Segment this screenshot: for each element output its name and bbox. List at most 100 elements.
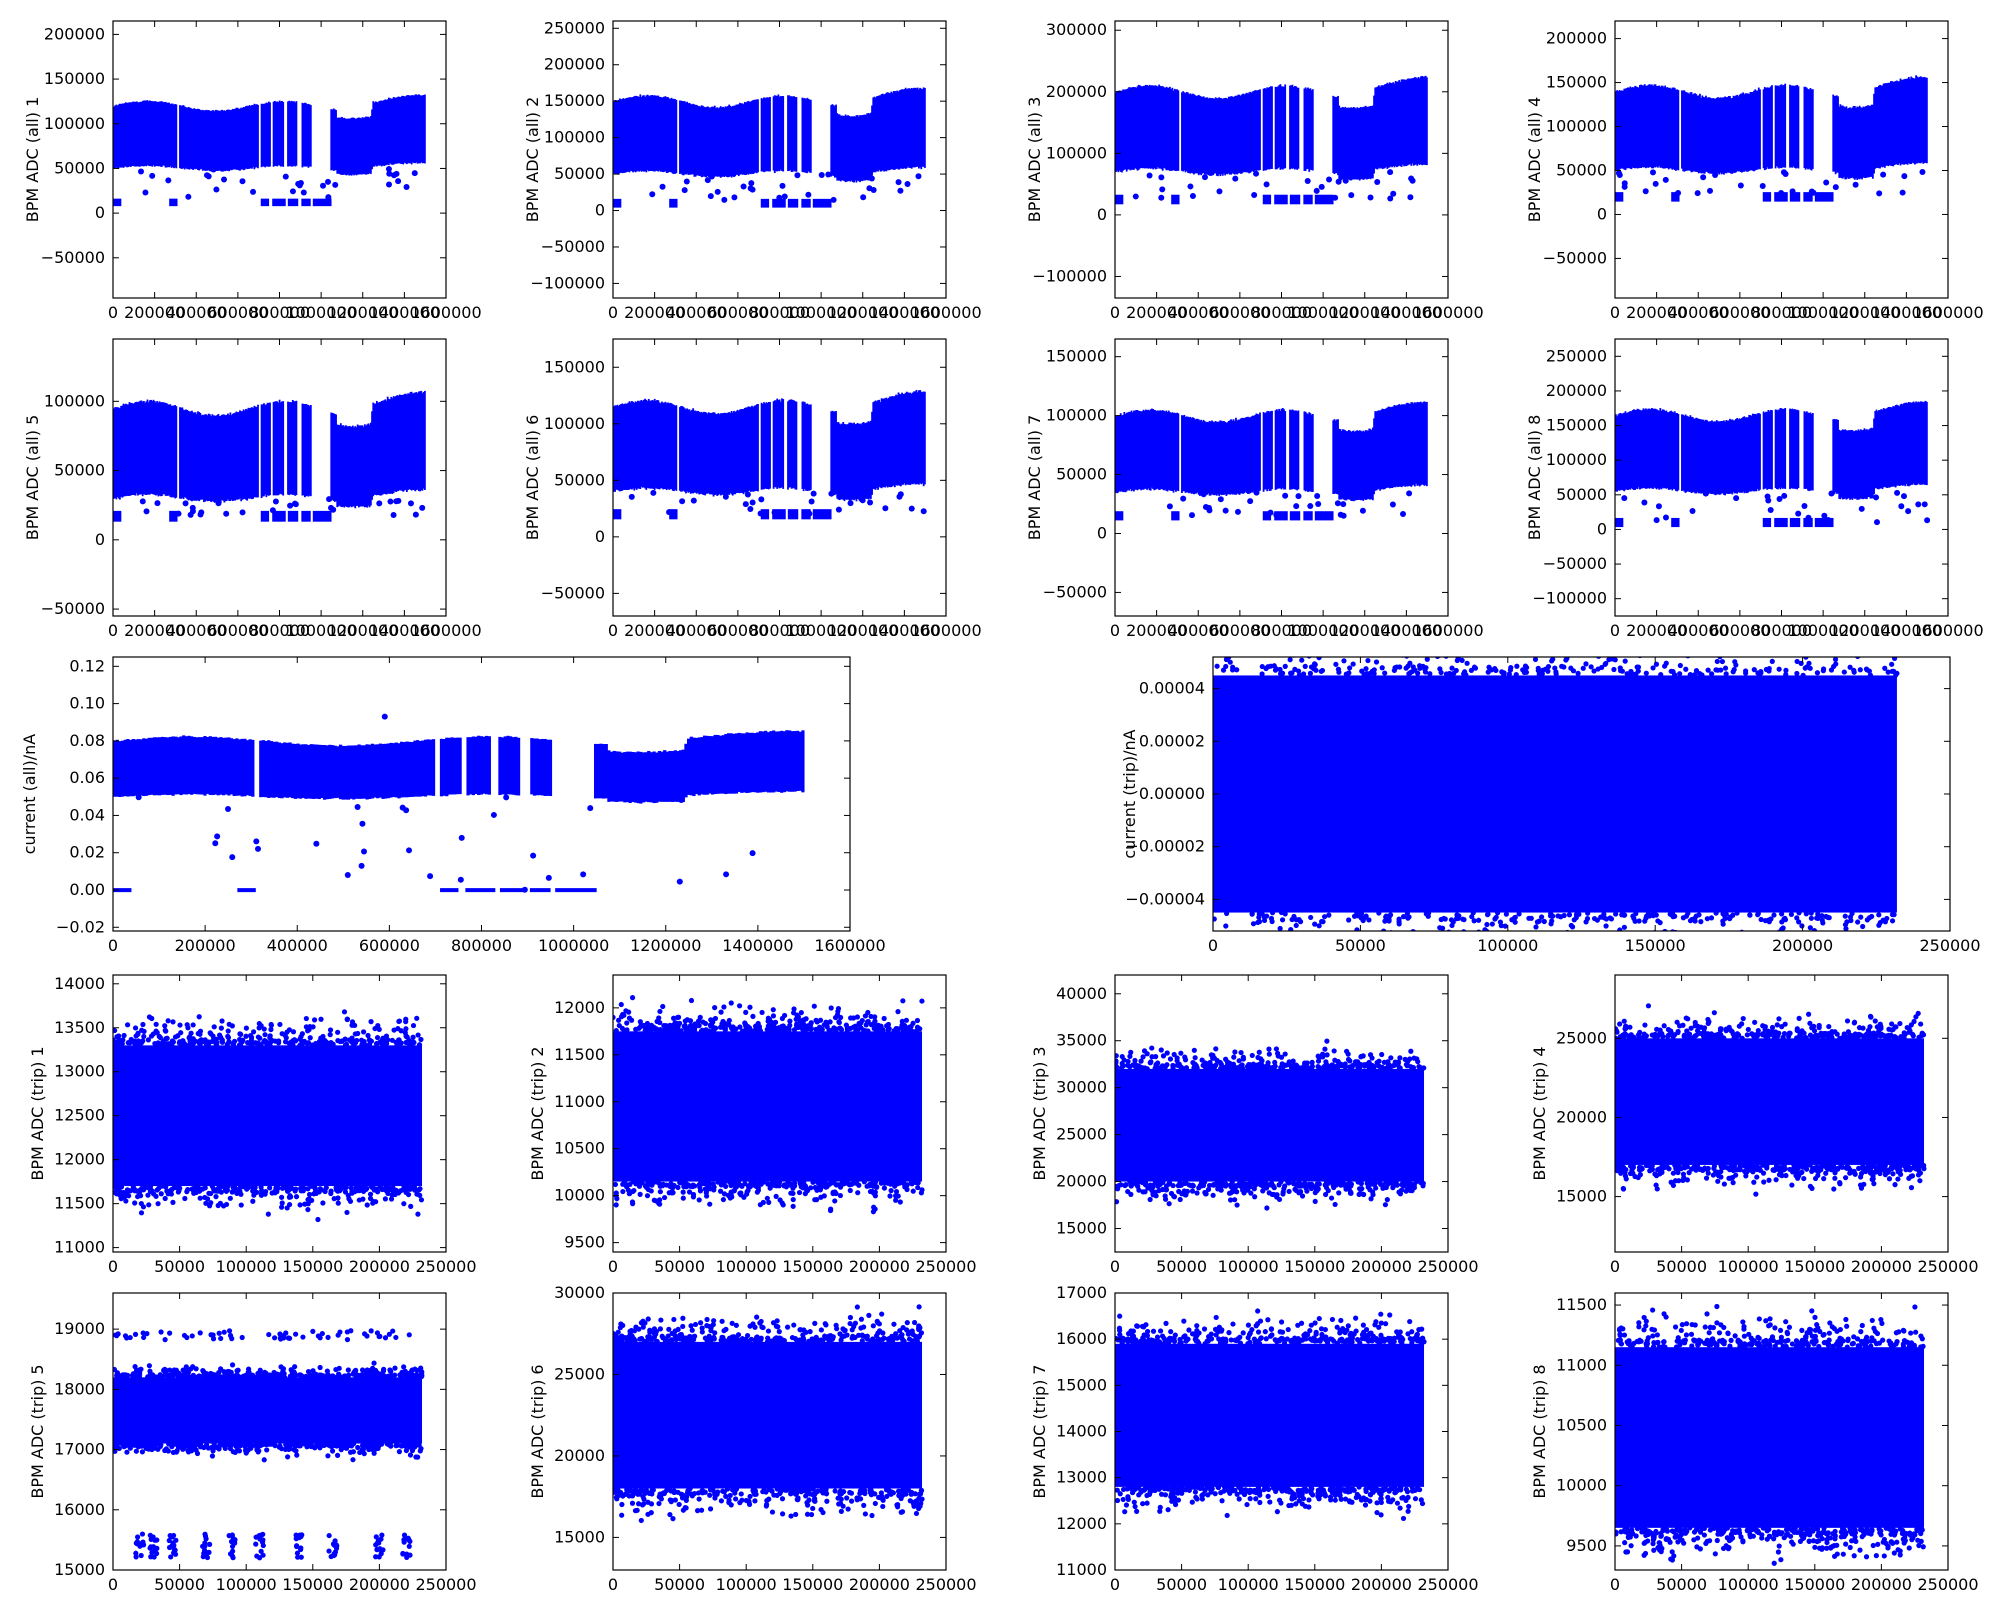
chart-panel-adc_trip_2: 0 50000 100000 150000 200000 2500009500100001…: [528, 974, 977, 1276]
point-band: [1639, 409, 1641, 490]
point: [197, 1195, 203, 1201]
point-band: [1119, 413, 1122, 492]
point-band: [1700, 97, 1703, 174]
point: [215, 500, 222, 507]
point: [184, 1189, 190, 1195]
point: [1533, 924, 1539, 930]
point: [1234, 508, 1241, 515]
point-dropout: [272, 510, 286, 522]
point: [316, 1038, 323, 1045]
y-tick-label: 250000: [1546, 346, 1607, 365]
point: [624, 1020, 630, 1026]
point: [1670, 929, 1676, 931]
point-band: [628, 97, 631, 173]
point-band: [1857, 429, 1860, 500]
point-band: [1128, 411, 1131, 491]
point-band: [403, 394, 406, 491]
point-band: [188, 107, 191, 170]
point-band: [1725, 97, 1728, 174]
point: [113, 1027, 118, 1034]
point-band: [1911, 77, 1914, 163]
point: [1782, 171, 1789, 178]
x-tick-label: 800000: [249, 621, 310, 640]
point-band: [1917, 401, 1920, 484]
x-tick-label: 1200000: [827, 621, 898, 640]
point-band: [679, 750, 683, 802]
point-band: [343, 117, 346, 175]
point-band: [317, 744, 321, 800]
point: [1693, 934, 1698, 939]
point: [342, 1189, 349, 1195]
point: [1776, 644, 1781, 649]
point-band: [1775, 409, 1778, 490]
point-band: [1393, 83, 1396, 168]
point-band: [1790, 409, 1793, 489]
point-band: [1136, 410, 1139, 491]
point-band: [174, 104, 177, 168]
point-band: [1891, 407, 1893, 487]
point-band: [1424, 402, 1427, 485]
point-band: [1683, 415, 1686, 492]
point-band: [1398, 404, 1401, 487]
point-band: [1739, 93, 1742, 173]
point-band: [190, 736, 194, 795]
point: [1539, 914, 1545, 920]
point-band: [211, 110, 214, 172]
point-band: [1355, 430, 1357, 501]
point: [1642, 649, 1647, 654]
point-band: [665, 751, 670, 802]
point-band: [1382, 85, 1385, 169]
point: [1318, 183, 1325, 190]
point-band: [1160, 410, 1163, 489]
point-band: [1665, 410, 1668, 489]
point-band: [1358, 107, 1361, 181]
point-band: [125, 403, 127, 497]
point-band: [191, 108, 193, 170]
point-dropout: [613, 509, 622, 520]
point-band: [205, 109, 208, 171]
point: [182, 1195, 188, 1202]
point: [629, 994, 636, 1001]
point-band: [306, 104, 309, 167]
point-band: [131, 102, 133, 167]
point: [178, 1030, 184, 1036]
point: [1316, 657, 1322, 661]
point: [1273, 666, 1279, 672]
point: [908, 1179, 915, 1185]
point: [344, 871, 351, 878]
chart-panel-adc_all_1: 0 200000400000600000800000100000012000001…: [23, 20, 482, 322]
point: [1291, 913, 1297, 920]
point-band: [135, 101, 138, 167]
point-band: [1718, 421, 1721, 495]
point-band: [1233, 96, 1236, 175]
point-band: [1289, 85, 1291, 170]
point-band: [120, 405, 123, 497]
point: [1755, 912, 1761, 918]
point-band: [658, 402, 661, 490]
point-band: [1152, 409, 1155, 490]
point-band: [272, 741, 276, 798]
point-band: [631, 751, 635, 803]
point: [1454, 649, 1459, 654]
point: [642, 1028, 648, 1034]
point: [1575, 670, 1581, 676]
point: [1260, 1188, 1266, 1194]
point-band: [1661, 85, 1664, 169]
point-band: [631, 401, 633, 490]
point-band: [187, 410, 190, 501]
point-band: [910, 87, 913, 169]
point-band: [868, 421, 871, 499]
point-band: [1215, 421, 1218, 496]
point-dropout: [1314, 194, 1334, 205]
point-band: [381, 743, 385, 799]
point: [401, 1201, 407, 1207]
point-band: [705, 107, 708, 178]
point: [238, 1202, 244, 1208]
point-band: [1669, 87, 1671, 169]
point-band: [1874, 411, 1877, 489]
point-band: [833, 106, 836, 178]
point-band: [659, 403, 662, 489]
point-band: [206, 110, 209, 171]
point-band: [1630, 87, 1633, 170]
point-band: [1369, 105, 1372, 180]
